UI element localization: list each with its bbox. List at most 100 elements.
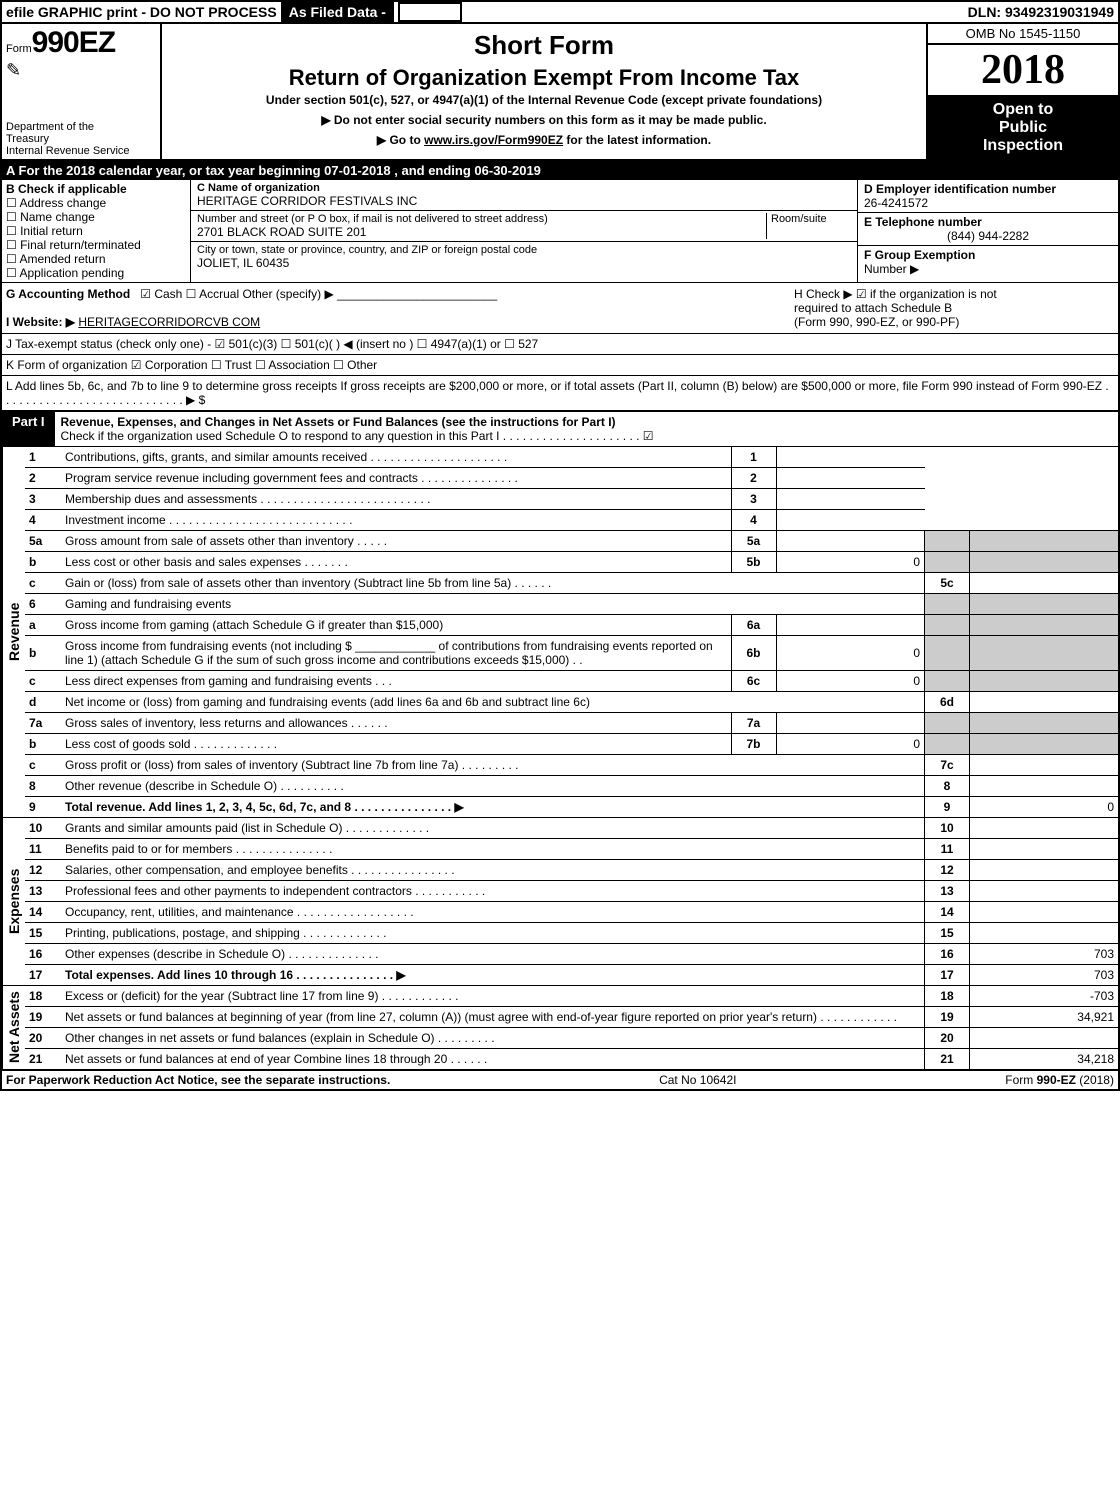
l10n: 10	[25, 818, 61, 839]
l5cv	[970, 573, 1119, 594]
chk-address[interactable]: ☐ Address change	[6, 196, 186, 210]
h-cell: H Check ▶ ☑ if the organization is not r…	[794, 287, 1114, 329]
dept3: Internal Revenue Service	[6, 145, 156, 157]
l6bt: Gross income from fundraising events (no…	[61, 636, 731, 671]
header-left: Form990EZ ✎ Department of the Treasury I…	[2, 24, 162, 159]
irs-link[interactable]: www.irs.gov/Form990EZ	[424, 133, 563, 147]
dept: Department of the Treasury Internal Reve…	[6, 121, 156, 157]
l8t: Other revenue (describe in Schedule O) .…	[61, 776, 925, 797]
l21r: 21	[925, 1049, 970, 1070]
l3t: Membership dues and assessments . . . . …	[61, 489, 731, 510]
topbar: efile GRAPHIC print - DO NOT PROCESS As …	[2, 2, 1118, 24]
h2: required to attach Schedule B	[794, 301, 1114, 315]
chk-initial[interactable]: ☐ Initial return	[6, 224, 186, 238]
revenue-table: 1Contributions, gifts, grants, and simil…	[25, 447, 1118, 817]
netassets-table: 18Excess or (deficit) for the year (Subt…	[25, 986, 1118, 1069]
row-j: J Tax-exempt status (check only one) - ☑…	[2, 334, 1118, 355]
g-label: G Accounting Method	[6, 287, 130, 301]
c-city-cell: City or town, state or province, country…	[191, 242, 857, 272]
part1-label: Part I	[2, 412, 55, 446]
l12v	[970, 860, 1119, 881]
open3: Inspection	[928, 137, 1118, 155]
l16r: 16	[925, 944, 970, 965]
expenses-section: Expenses 10Grants and similar amounts pa…	[2, 818, 1118, 986]
l15n: 15	[25, 923, 61, 944]
header-mid: Short Form Return of Organization Exempt…	[162, 24, 926, 159]
l5ct: Gain or (loss) from sale of assets other…	[61, 573, 925, 594]
form-prefix: Form	[6, 43, 32, 55]
l17t: Total expenses. Add lines 10 through 16 …	[65, 968, 406, 982]
l5at: Gross amount from sale of assets other t…	[65, 534, 387, 548]
phone: (844) 944-2282	[864, 229, 1112, 243]
opt3: Final return/terminated	[20, 238, 141, 252]
col-b: B Check if applicable ☐ Address change ☐…	[2, 180, 191, 282]
row-a: A For the 2018 calendar year, or tax yea…	[2, 161, 1118, 180]
l7bsv: 0	[776, 734, 925, 755]
l6dt: Net income or (loss) from gaming and fun…	[61, 692, 925, 713]
chk-final[interactable]: ☐ Final return/terminated	[6, 238, 186, 252]
l9v: 0	[970, 797, 1119, 818]
website[interactable]: HERITAGECORRIDORCVB COM	[78, 315, 260, 329]
l6ash	[925, 615, 970, 636]
l8r: 8	[925, 776, 970, 797]
opt0: Address change	[19, 196, 106, 210]
l1r: 1	[731, 447, 776, 468]
f-label: F Group Exemption	[864, 248, 975, 262]
l4t: Investment income . . . . . . . . . . . …	[61, 510, 731, 531]
l1n: 1	[25, 447, 61, 468]
l17n: 17	[25, 965, 61, 986]
open-public: Open to Public Inspection	[928, 97, 1118, 159]
l21v: 34,218	[970, 1049, 1119, 1070]
l15t: Printing, publications, postage, and shi…	[61, 923, 925, 944]
part1-sub: Check if the organization used Schedule …	[61, 429, 654, 443]
l1t: Contributions, gifts, grants, and simila…	[61, 447, 731, 468]
l12r: 12	[925, 860, 970, 881]
l16t: Other expenses (describe in Schedule O) …	[61, 944, 925, 965]
netassets-label: Net Assets	[2, 986, 25, 1069]
l11n: 11	[25, 839, 61, 860]
l18n: 18	[25, 986, 61, 1007]
open1: Open to	[928, 101, 1118, 119]
d-cell: D Employer identification number 26-4241…	[858, 180, 1118, 213]
warn2-wrap: ▶ Go to www.irs.gov/Form990EZ for the la…	[377, 133, 711, 147]
chk-name[interactable]: ☐ Name change	[6, 210, 186, 224]
l7bsh	[925, 734, 970, 755]
l21t: Net assets or fund balances at end of ye…	[61, 1049, 925, 1070]
l18v: -703	[970, 986, 1119, 1007]
org-name: HERITAGE CORRIDOR FESTIVALS INC	[197, 194, 851, 208]
dept1: Department of the	[6, 121, 156, 133]
l6csh2	[970, 671, 1119, 692]
l2r: 2	[731, 468, 776, 489]
opt1: Name change	[20, 210, 95, 224]
l15r: 15	[925, 923, 970, 944]
l18r: 18	[925, 986, 970, 1007]
l6at: Gross income from gaming (attach Schedul…	[61, 615, 731, 636]
l6t: Gaming and fundraising events	[61, 594, 925, 615]
under-text: Under section 501(c), 527, or 4947(a)(1)…	[266, 93, 822, 107]
l7bsh2	[970, 734, 1119, 755]
l7asb: 7a	[731, 713, 776, 734]
l10r: 10	[925, 818, 970, 839]
l5ash2	[970, 531, 1119, 552]
l16n: 16	[25, 944, 61, 965]
h1: H Check ▶ ☑ if the organization is not	[794, 287, 1114, 301]
l4v	[776, 510, 925, 531]
col-c: C Name of organization HERITAGE CORRIDOR…	[191, 180, 857, 282]
chk-amended[interactable]: ☐ Amended return	[6, 252, 186, 266]
addr-label: Number and street (or P O box, if mail i…	[197, 213, 766, 225]
revenue-label: Revenue	[2, 447, 25, 817]
l20r: 20	[925, 1028, 970, 1049]
open2: Public	[928, 119, 1118, 137]
l7cv	[970, 755, 1119, 776]
l7ash2	[970, 713, 1119, 734]
i-label: I Website: ▶	[6, 315, 75, 329]
l15v	[970, 923, 1119, 944]
l6bsb: 6b	[731, 636, 776, 671]
l3r: 3	[731, 489, 776, 510]
chk-pending[interactable]: ☐ Application pending	[6, 266, 186, 280]
l7cr: 7c	[925, 755, 970, 776]
l6cn: c	[25, 671, 61, 692]
c-addr-cell: Number and street (or P O box, if mail i…	[191, 211, 857, 242]
l7bt: Less cost of goods sold . . . . . . . . …	[61, 734, 731, 755]
l6sh2	[970, 594, 1119, 615]
